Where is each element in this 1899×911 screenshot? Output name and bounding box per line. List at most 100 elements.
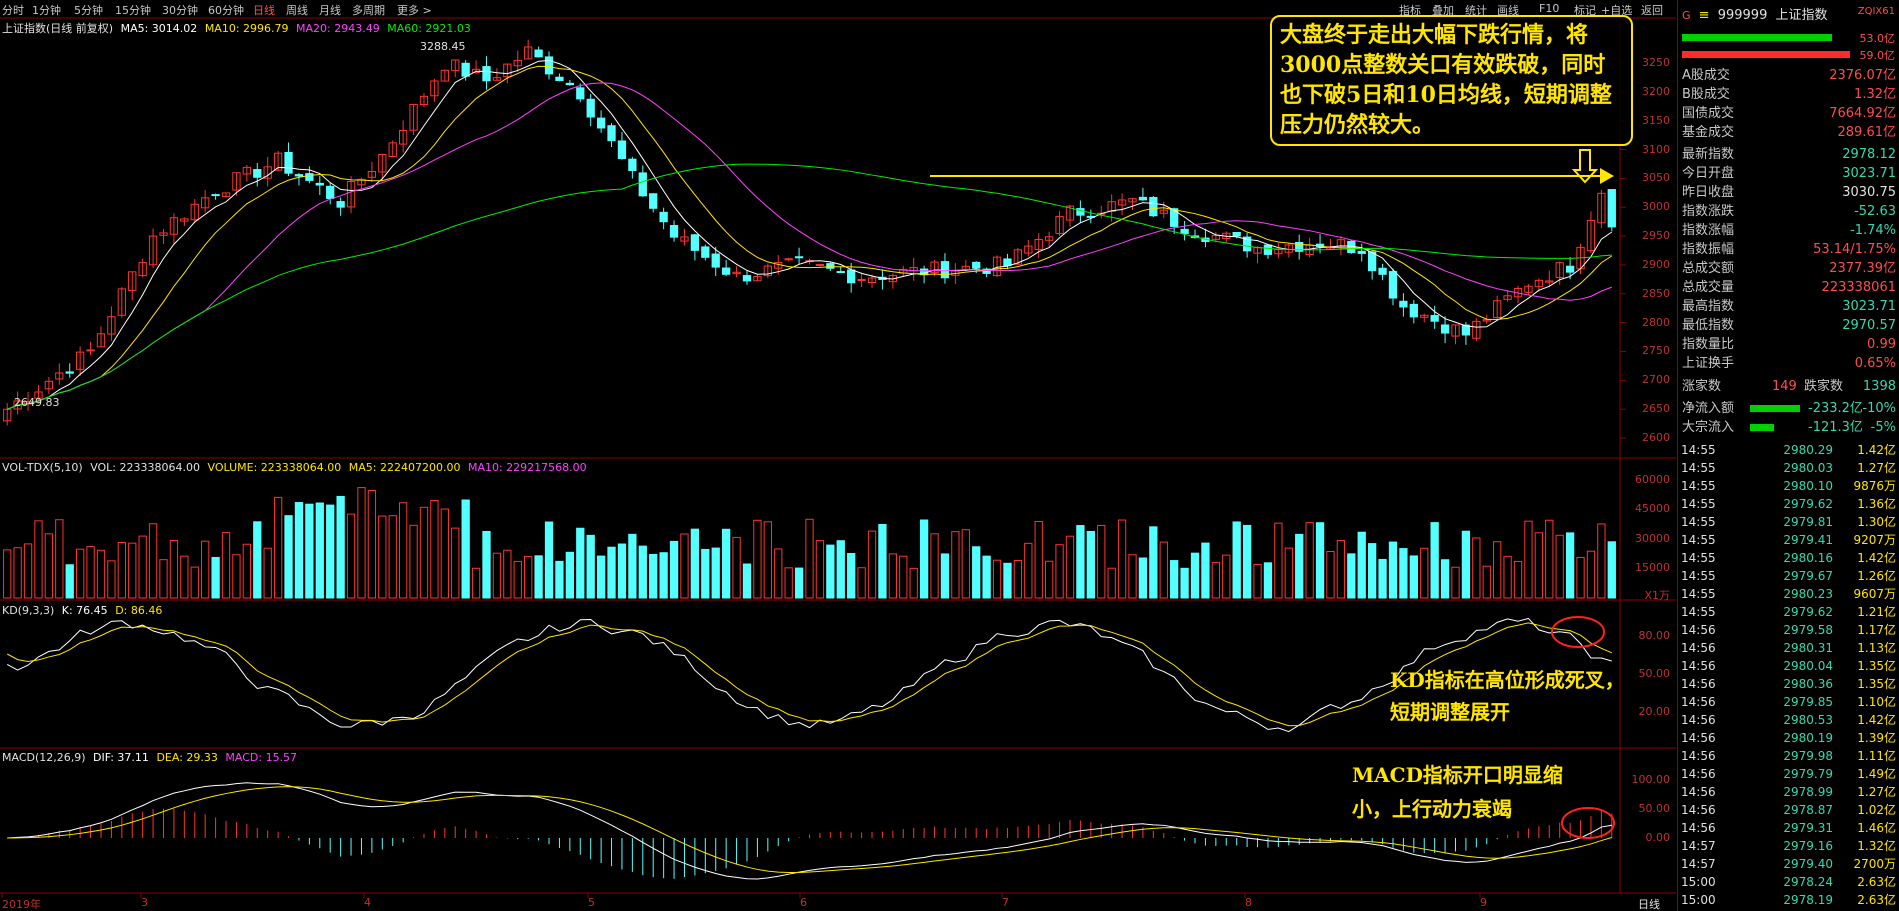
candle-body: [180, 218, 189, 222]
tick-time: 15:00: [1681, 893, 1716, 907]
kd-cross-circle: [1551, 616, 1605, 648]
price-tick-label: 3000: [1642, 200, 1670, 214]
tick-amount: 1.32亿: [1857, 839, 1896, 853]
candle-body: [1555, 262, 1564, 279]
stat-row: 最低指数 2970.57: [1680, 316, 1898, 335]
menu-icon[interactable]: ≡: [1698, 8, 1710, 23]
net-inflow-bar: [1750, 405, 1800, 412]
period-tab-multi[interactable]: 多周期: [352, 4, 385, 17]
period-tab-daily[interactable]: 日线: [253, 4, 275, 17]
candle-body: [1367, 251, 1377, 272]
tick-amount: 1.02亿: [1857, 803, 1896, 817]
tick-price: 2979.58: [1783, 623, 1833, 637]
quote-header: G ≡ 999999 上证指数: [1682, 4, 1828, 23]
candle-body: [1440, 324, 1450, 334]
tick-price: 2979.85: [1783, 695, 1833, 709]
tick-amount: 1.35亿: [1857, 659, 1896, 673]
indicator-button[interactable]: 指标: [1399, 4, 1421, 17]
candle-body: [669, 225, 679, 238]
back-button[interactable]: 返回: [1641, 4, 1663, 17]
volume-bar: [34, 520, 43, 599]
stat-row: 总成交额 2377.39亿: [1680, 259, 1898, 278]
tick-row: 14:55 2979.62 1.36亿: [1681, 495, 1896, 513]
volume-bar: [1170, 560, 1179, 599]
tick-price: 2980.03: [1783, 461, 1833, 475]
volume-title: VOL-TDX(5,10): [2, 461, 83, 474]
volume-bar: [638, 545, 647, 599]
kd-tick-label: 50.00: [1638, 667, 1671, 680]
volume-bar: [55, 519, 64, 599]
volume-bar: [1190, 552, 1200, 599]
tick-amount: 1.39亿: [1857, 731, 1896, 745]
volume-bar: [961, 529, 970, 599]
stat-label: 昨日收盘: [1682, 185, 1735, 200]
period-tab-weekly[interactable]: 周线: [286, 4, 308, 17]
volume-bar: [409, 524, 418, 599]
tick-row: 14:56 2979.31 1.46亿: [1681, 819, 1896, 837]
date-label: 9: [1480, 896, 1487, 909]
volume-bar: [1065, 535, 1075, 599]
period-tab-timeshare[interactable]: 分时: [2, 4, 24, 17]
candle-body: [492, 77, 502, 81]
volume-bar: [1180, 567, 1189, 599]
candle-body: [1013, 249, 1023, 265]
period-tab-30min[interactable]: 30分钟: [162, 4, 198, 17]
draw-button[interactable]: 画线: [1497, 4, 1519, 17]
net-inflow-row: 净流入额 -233.2亿 -10%: [1680, 399, 1898, 418]
candle-body: [836, 271, 845, 274]
candle-body: [721, 267, 731, 275]
volume-bar: [1451, 566, 1460, 599]
stat-label: 最新指数: [1682, 147, 1735, 162]
market-commentary-note: 大盘终于走出大幅下跌行情，将3000点整数关口有效跌破，同时也下破5日和10日均…: [1270, 15, 1633, 146]
period-tab-more[interactable]: 更多 >: [397, 4, 432, 17]
macd-dea-line: [7, 786, 1612, 874]
candle-body: [1107, 201, 1116, 212]
tick-row: 14:55 2980.29 1.42亿: [1681, 441, 1896, 459]
mark-button[interactable]: 标记: [1574, 4, 1596, 17]
volume-bar: [1420, 547, 1429, 599]
volume-bar: [294, 502, 304, 599]
candle-body: [940, 261, 950, 279]
candle-body: [346, 181, 356, 208]
tick-row: 14:55 2979.41 9207万: [1681, 531, 1896, 549]
volume-bar: [1086, 530, 1095, 599]
kline-chart[interactable]: [0, 0, 1676, 911]
volume-bar: [607, 546, 616, 599]
volume-bar: [1440, 559, 1450, 599]
candle-body: [680, 236, 689, 242]
vol-value: VOL: 223338064.00: [90, 461, 200, 474]
overlay-button[interactable]: 叠加: [1432, 4, 1454, 17]
tick-row: 14:56 2978.87 1.02亿: [1681, 801, 1896, 819]
period-tab-monthly[interactable]: 月线: [319, 4, 341, 17]
stat-row: 总成交量 223338061: [1680, 278, 1898, 297]
volume-bar: [305, 503, 314, 599]
candle-body: [55, 372, 64, 380]
decline-label: 跌家数: [1804, 379, 1844, 394]
volume-bar: [878, 523, 887, 599]
volume-bar: [148, 523, 158, 599]
volume-bar: [1044, 560, 1054, 599]
tick-row: 14:56 2980.04 1.35亿: [1681, 657, 1896, 675]
candle-body: [1461, 324, 1471, 336]
candle-body: [1044, 236, 1054, 241]
tick-price: 2979.79: [1783, 767, 1833, 781]
candle-body: [107, 316, 116, 335]
volume-tick-label: 45000: [1635, 502, 1670, 516]
macd-dif-value: DIF: 37.11: [93, 751, 149, 764]
period-tab-15min[interactable]: 15分钟: [115, 4, 151, 17]
chart-title: 上证指数(日线 前复权): [2, 22, 114, 35]
add-watchlist-button[interactable]: +自选: [1601, 4, 1633, 17]
period-tab-5min[interactable]: 5分钟: [74, 4, 103, 17]
volume-bar: [805, 518, 814, 599]
volume-bar: [701, 548, 710, 599]
period-tab-1min[interactable]: 1分钟: [32, 4, 61, 17]
price-tick-label: 2800: [1642, 315, 1670, 329]
price-tick-label: 2950: [1642, 229, 1670, 243]
stats-button[interactable]: 统计: [1465, 4, 1487, 17]
stat-label: 今日开盘: [1682, 166, 1735, 181]
f10-button[interactable]: F10: [1539, 2, 1560, 15]
candle-body: [253, 169, 262, 178]
candle-body: [440, 69, 449, 82]
period-tab-60min[interactable]: 60分钟: [208, 4, 244, 17]
volume-bar: [1493, 541, 1502, 599]
